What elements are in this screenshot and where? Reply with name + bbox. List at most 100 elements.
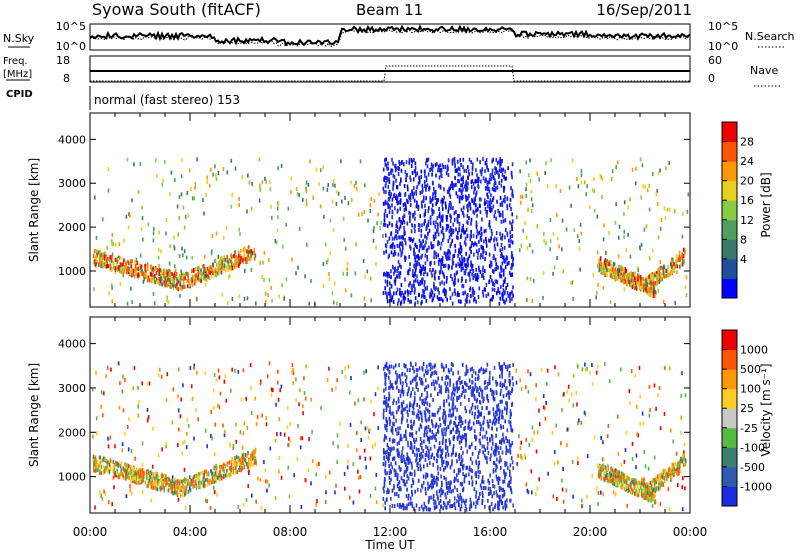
- echo-cell: [460, 507, 462, 511]
- echo-cell: [424, 287, 426, 291]
- echo-cell: [312, 196, 314, 200]
- echo-cell: [304, 391, 306, 395]
- echo-cell: [389, 180, 391, 184]
- echo-cell: [384, 158, 386, 162]
- echo-cell: [520, 456, 522, 460]
- echo-cell: [512, 259, 514, 263]
- echo-cell: [662, 266, 664, 270]
- echo-cell: [636, 432, 638, 436]
- echo-cell: [344, 487, 346, 491]
- echo-cell: [156, 280, 158, 284]
- echo-cell: [613, 269, 615, 273]
- echo-cell: [337, 433, 339, 437]
- echo-cell: [153, 231, 155, 235]
- echo-cell: [547, 472, 549, 476]
- echo-cell: [158, 256, 160, 260]
- echo-cell: [122, 448, 124, 452]
- echo-cell: [460, 233, 462, 237]
- echo-cell: [465, 252, 467, 256]
- echo-cell: [438, 184, 440, 188]
- y-tick-label: 1000: [58, 265, 86, 278]
- echo-cell: [507, 166, 509, 170]
- echo-cell: [295, 271, 297, 275]
- echo-cell: [520, 446, 522, 450]
- echo-cell: [610, 300, 612, 304]
- echo-cell: [462, 224, 464, 228]
- echo-cell: [295, 377, 297, 381]
- echo-cell: [401, 417, 403, 421]
- echo-cell: [391, 298, 393, 302]
- echo-cell: [119, 381, 121, 385]
- echo-cell: [110, 368, 112, 372]
- echo-cell: [619, 225, 621, 229]
- echo-cell: [412, 379, 414, 383]
- echo-cell: [410, 203, 412, 207]
- echo-cell: [279, 456, 281, 460]
- echo-cell: [94, 506, 96, 510]
- echo-cell: [278, 398, 280, 402]
- echo-cell: [277, 206, 279, 210]
- echo-cell: [682, 476, 684, 480]
- echo-cell: [492, 479, 494, 483]
- echo-cell: [450, 244, 452, 248]
- echo-cell: [526, 298, 528, 302]
- echo-cell: [416, 463, 418, 467]
- echo-cell: [522, 195, 524, 199]
- echo-cell: [525, 187, 527, 191]
- echo-cell: [149, 381, 151, 385]
- echo-cell: [511, 263, 513, 267]
- echo-cell: [302, 198, 304, 202]
- echo-cell: [345, 247, 347, 251]
- echo-cell: [479, 432, 481, 436]
- echo-cell: [449, 440, 451, 444]
- echo-cell: [242, 446, 244, 450]
- echo-cell: [547, 184, 549, 188]
- echo-cell: [502, 247, 504, 251]
- echo-cell: [426, 287, 428, 291]
- echo-cell: [477, 501, 479, 505]
- echo-cell: [347, 444, 349, 448]
- echo-cell: [377, 365, 379, 369]
- echo-cell: [416, 201, 418, 205]
- echo-cell: [466, 466, 468, 470]
- echo-cell: [581, 169, 583, 173]
- echo-cell: [308, 437, 310, 441]
- echo-cell: [509, 380, 511, 384]
- echo-cell: [422, 246, 424, 250]
- echo-cell: [439, 297, 441, 301]
- colorbar-tick-label: 16: [740, 194, 754, 207]
- echo-cell: [407, 289, 409, 293]
- echo-cell: [512, 382, 514, 386]
- echo-cell: [137, 386, 139, 390]
- echo-cell: [399, 263, 401, 267]
- echo-cell: [395, 419, 397, 423]
- echo-cell: [492, 187, 494, 191]
- echo-cell: [385, 279, 387, 283]
- echo-cell: [393, 415, 395, 419]
- echo-cell: [557, 237, 559, 241]
- echo-cell: [502, 384, 504, 388]
- echo-cell: [681, 263, 683, 267]
- echo-cell: [422, 293, 424, 297]
- echo-cell: [476, 399, 478, 403]
- echo-cell: [230, 267, 232, 271]
- echo-cell: [471, 218, 473, 222]
- echo-cell: [420, 380, 422, 384]
- echo-cell: [663, 300, 665, 304]
- echo-cell: [476, 243, 478, 247]
- echo-cell: [308, 302, 310, 306]
- echo-cell: [114, 444, 116, 448]
- echo-cell: [494, 422, 496, 426]
- echo-cell: [597, 502, 599, 506]
- echo-cell: [489, 419, 491, 423]
- echo-cell: [298, 402, 300, 406]
- echo-cell: [538, 477, 540, 481]
- echo-cell: [463, 169, 465, 173]
- echo-cell: [500, 196, 502, 200]
- echo-cell: [416, 385, 418, 389]
- echo-cell: [561, 408, 563, 412]
- echo-cell: [339, 422, 341, 426]
- echo-cell: [623, 235, 625, 239]
- frequency-panel: Freq. [MHz] 18 8 60 0 Nave: [3, 54, 782, 86]
- echo-cell: [506, 406, 508, 410]
